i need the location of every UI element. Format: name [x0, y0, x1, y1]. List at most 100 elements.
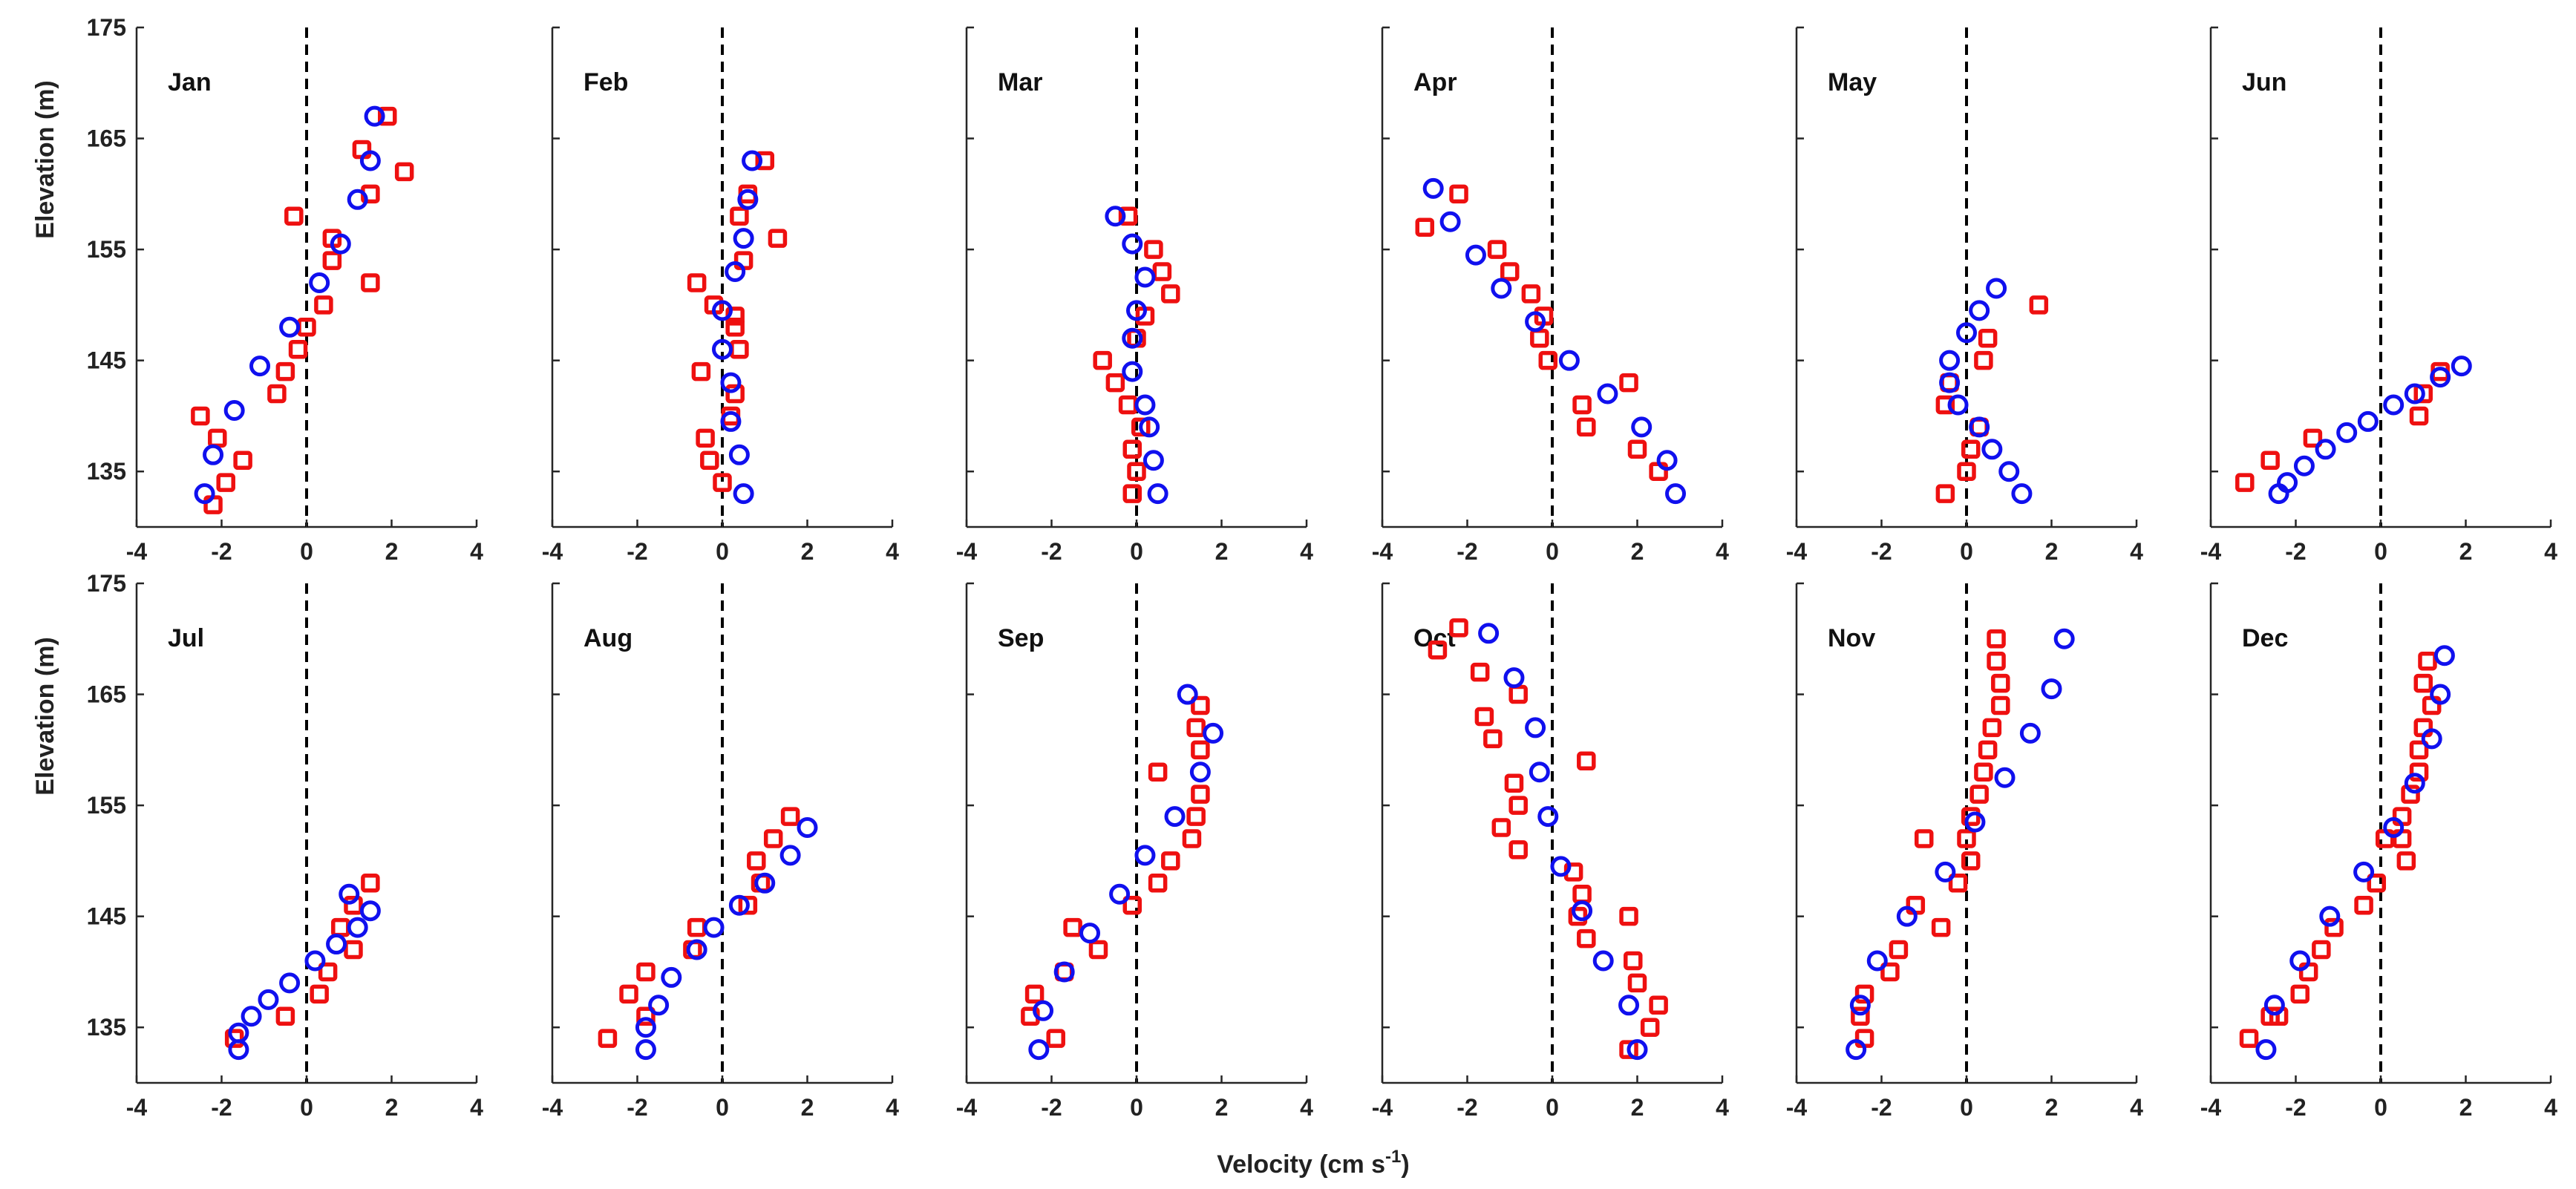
red-square-point: [1572, 885, 1592, 904]
x-tick-label: -4: [2200, 538, 2222, 565]
x-tick-label: -4: [1786, 538, 1808, 565]
x-tick-label: 4: [2544, 538, 2557, 565]
red-square-point: [1991, 673, 2010, 693]
panel-jun: -4 -2 0 2 4 Jun: [2200, 26, 2557, 565]
blue-circle-point: [326, 934, 347, 955]
red-square-point: [1122, 439, 1142, 459]
red-square-point: [2260, 451, 2280, 471]
x-tick-label: 0: [300, 538, 313, 565]
x-tick-label: 0: [2374, 538, 2387, 565]
red-square-point: [1957, 462, 1976, 481]
blue-circle-point: [1478, 623, 1500, 644]
blue-circle-point: [2289, 950, 2311, 972]
blue-circle-point: [1139, 416, 1160, 438]
x-tick-label: -4: [126, 538, 148, 565]
x-tick-label: 2: [801, 538, 814, 565]
red-square-point: [2413, 384, 2433, 404]
blue-circle-point: [1147, 483, 1168, 505]
y-tick-label: 165: [87, 125, 126, 152]
x-tick-label: -2: [1041, 538, 1062, 565]
red-square-point: [344, 940, 363, 960]
red-square-point: [763, 829, 783, 848]
red-square-point: [700, 451, 719, 471]
red-square-point: [284, 206, 304, 226]
blue-circle-point: [2421, 728, 2442, 750]
blue-circle-point: [1122, 361, 1143, 382]
blue-circle-point: [2041, 678, 2062, 700]
blue-circle-point: [304, 950, 326, 972]
blue-circle-point: [1550, 856, 1572, 877]
red-square-point: [1982, 718, 2002, 738]
red-square-point: [1961, 439, 1981, 459]
red-square-point: [1978, 329, 1998, 348]
blue-circle-point: [1033, 1000, 1054, 1021]
red-square-point: [288, 339, 308, 359]
blue-circle-point: [728, 894, 750, 916]
panel-oct: -4 -2 0 2 4 Oct: [1372, 582, 1729, 1121]
red-square-point: [2396, 851, 2416, 871]
red-square-point: [1889, 940, 1909, 960]
blue-circle-point: [1465, 244, 1486, 266]
blue-circle-point: [279, 972, 301, 994]
x-tick-label: -4: [542, 1094, 563, 1121]
red-square-point: [1122, 895, 1142, 915]
red-square-point: [2303, 428, 2323, 448]
red-square-point: [1577, 417, 1596, 437]
blue-circle-point: [1203, 722, 1224, 744]
x-tick-label: 4: [886, 1094, 899, 1121]
red-square-point: [1627, 439, 1647, 459]
red-square-point: [224, 1029, 244, 1048]
blue-circle-point: [241, 1006, 262, 1027]
blue-circle-point: [648, 995, 670, 1016]
x-tick-label: 2: [1631, 538, 1644, 565]
blue-circle-point: [2404, 773, 2425, 794]
red-square-point: [1118, 395, 1138, 415]
x-tick-label: -2: [211, 538, 232, 565]
red-square-point: [1449, 618, 1468, 638]
red-square-point: [361, 273, 380, 292]
blue-circle-point: [720, 410, 742, 432]
blue-circle-point: [686, 939, 707, 960]
red-square-point: [1474, 707, 1494, 727]
blue-circle-point: [2255, 1039, 2277, 1061]
x-tick-label: -2: [1871, 1094, 1892, 1121]
red-square-point: [1957, 829, 1976, 848]
red-square-point: [1152, 262, 1172, 281]
red-square-point: [1851, 1006, 1870, 1026]
x-tick-label: -4: [2200, 1094, 2222, 1121]
blue-circle-point: [1998, 461, 2020, 482]
red-square-point: [725, 384, 745, 404]
blue-circle-point: [1525, 311, 1546, 333]
x-tick-label: 0: [1130, 538, 1143, 565]
red-square-point: [1500, 262, 1520, 281]
blue-circle-point: [309, 272, 330, 293]
x-tick-label: 2: [385, 538, 399, 565]
red-square-point: [1931, 917, 1951, 937]
blue-circle-point: [339, 883, 360, 905]
x-tick-label: -4: [542, 538, 563, 565]
x-tick-label: 0: [1130, 1094, 1143, 1121]
blue-circle-point: [1189, 761, 1211, 783]
x-tick-label: 0: [1546, 538, 1559, 565]
red-square-point: [1649, 995, 1668, 1015]
x-tick-label: 4: [470, 538, 483, 565]
blue-circle-point: [635, 1039, 656, 1061]
y-tick-label: 145: [87, 903, 126, 930]
y-tick-label: 155: [87, 792, 126, 819]
blue-circle-point: [1846, 1039, 1867, 1061]
red-square-point: [1449, 184, 1468, 204]
blue-circle-point: [2319, 905, 2341, 927]
y-tick-label: 175: [87, 14, 126, 41]
red-square-point: [1063, 917, 1082, 937]
x-tick-label: 0: [300, 1094, 313, 1121]
blue-circle-point: [228, 1039, 249, 1061]
x-tick-label: -4: [1786, 1094, 1808, 1121]
blue-circle-point: [725, 261, 746, 283]
blue-circle-point: [728, 444, 750, 465]
blue-circle-point: [1525, 717, 1546, 738]
red-square-point: [691, 361, 711, 381]
blue-circle-point: [2293, 455, 2315, 476]
red-square-point: [1915, 829, 1934, 848]
x-tick-label: 0: [1960, 1094, 1973, 1121]
red-square-point: [1148, 874, 1168, 893]
